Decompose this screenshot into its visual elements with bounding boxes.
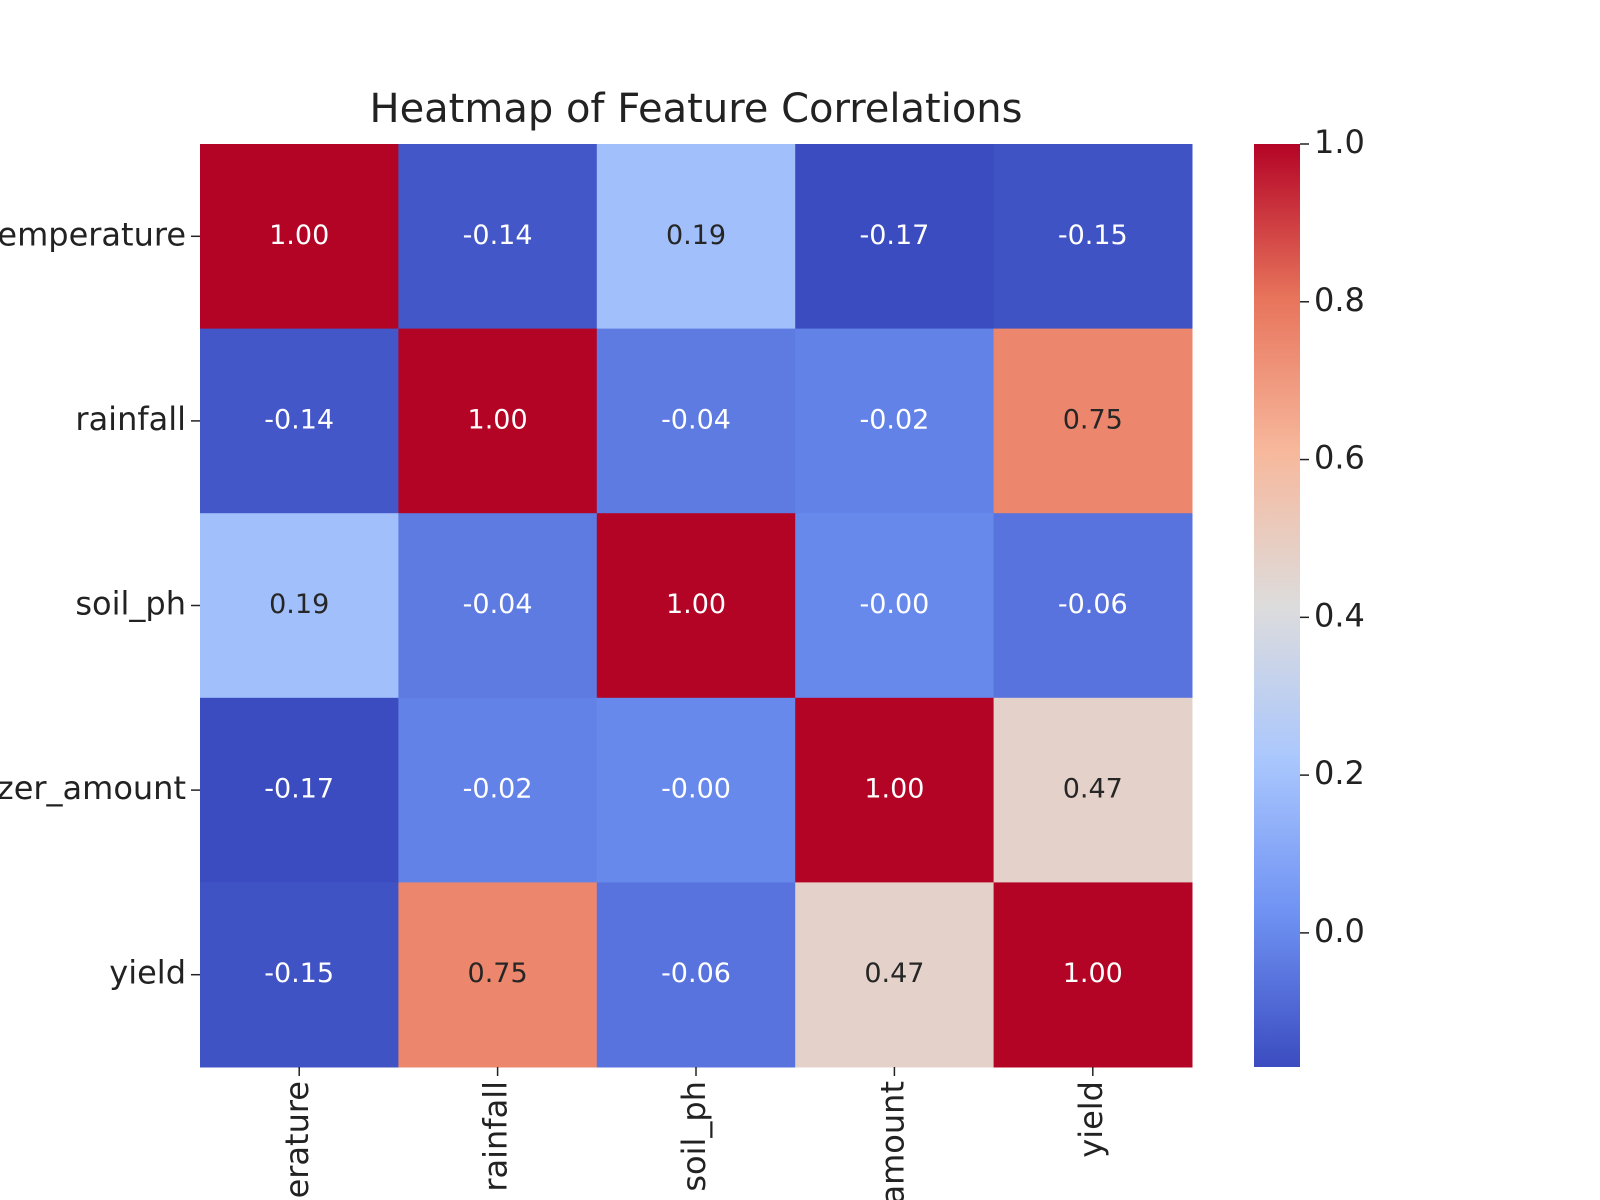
cell-label: 1.00 xyxy=(1063,958,1123,989)
heatmap-cell xyxy=(795,882,995,1068)
colorbar xyxy=(1254,144,1300,1067)
cell-label: 0.19 xyxy=(666,220,726,251)
heatmap-cell xyxy=(993,513,1193,699)
heatmap-cell xyxy=(200,882,399,1068)
heatmap-cell xyxy=(993,882,1193,1068)
cell-label: 0.47 xyxy=(1063,774,1123,805)
x-tick-label: fertilizer_amount xyxy=(873,1081,911,1200)
heatmap-cell xyxy=(993,328,1193,514)
heatmap-cell xyxy=(596,882,796,1068)
y-tick-label: fertilizer_amount xyxy=(0,769,186,807)
cell-label: -0.15 xyxy=(264,958,334,989)
cell-label: -0.15 xyxy=(1058,220,1128,251)
cell-label: -0.04 xyxy=(463,589,533,620)
colorbar-tick-label: 0.0 xyxy=(1314,912,1365,950)
heatmap-cell xyxy=(795,144,995,330)
cell-label: -0.06 xyxy=(1058,589,1128,620)
heatmap-cell xyxy=(200,144,399,330)
heatmap-cell xyxy=(200,513,399,699)
cell-label: -0.00 xyxy=(661,774,731,805)
heatmap-cell xyxy=(993,144,1193,330)
heatmap-cell xyxy=(398,697,598,883)
heatmap-cell xyxy=(398,144,598,330)
heatmap-cell xyxy=(795,697,995,883)
cell-label: -0.06 xyxy=(661,958,731,989)
cell-label: 0.19 xyxy=(269,589,329,620)
cell-label: 1.00 xyxy=(864,774,924,805)
heatmap-cell xyxy=(200,697,399,883)
cell-label: -0.17 xyxy=(859,220,929,251)
heatmap-cell xyxy=(993,697,1193,883)
cell-label: 0.75 xyxy=(1063,404,1123,435)
chart-title: Heatmap of Feature Correlations xyxy=(369,86,1022,132)
cell-label: -0.00 xyxy=(859,589,929,620)
cell-label: 1.00 xyxy=(269,220,329,251)
y-tick-label: yield xyxy=(109,954,186,992)
heatmap-cell xyxy=(200,328,399,514)
heatmap-cell xyxy=(596,513,796,699)
colorbar-tick-label: 1.0 xyxy=(1314,123,1365,161)
heatmap-cell xyxy=(398,882,598,1068)
y-tick-label: soil_ph xyxy=(75,585,186,623)
heatmap-cell xyxy=(398,513,598,699)
colorbar-tick-label: 0.6 xyxy=(1314,439,1365,477)
cell-label: -0.17 xyxy=(264,774,334,805)
cell-label: 1.00 xyxy=(666,589,726,620)
cell-label: 0.47 xyxy=(864,958,924,989)
y-tick-label: temperature xyxy=(0,215,186,253)
cell-label: -0.14 xyxy=(264,404,334,435)
cell-label: -0.14 xyxy=(463,220,533,251)
cell-label: -0.02 xyxy=(463,774,533,805)
x-tick-label: rainfall xyxy=(477,1081,515,1192)
heatmap-cell xyxy=(596,697,796,883)
heatmap-cell xyxy=(398,328,598,514)
heatmap-cell xyxy=(795,513,995,699)
heatmap-cell xyxy=(795,328,995,514)
colorbar-tick-label: 0.2 xyxy=(1314,754,1365,792)
cell-label: 1.00 xyxy=(468,404,528,435)
heatmap-cell xyxy=(596,328,796,514)
x-tick-label: soil_ph xyxy=(675,1081,713,1192)
colorbar-tick-label: 0.8 xyxy=(1314,281,1365,319)
x-tick-label: temperature xyxy=(278,1081,316,1200)
y-tick-label: rainfall xyxy=(75,400,186,438)
colorbar-tick-label: 0.4 xyxy=(1314,596,1365,634)
heatmap-cell xyxy=(596,144,796,330)
x-tick-label: yield xyxy=(1072,1081,1110,1158)
cell-label: -0.02 xyxy=(859,404,929,435)
cell-label: 0.75 xyxy=(468,958,528,989)
cell-label: -0.04 xyxy=(661,404,731,435)
